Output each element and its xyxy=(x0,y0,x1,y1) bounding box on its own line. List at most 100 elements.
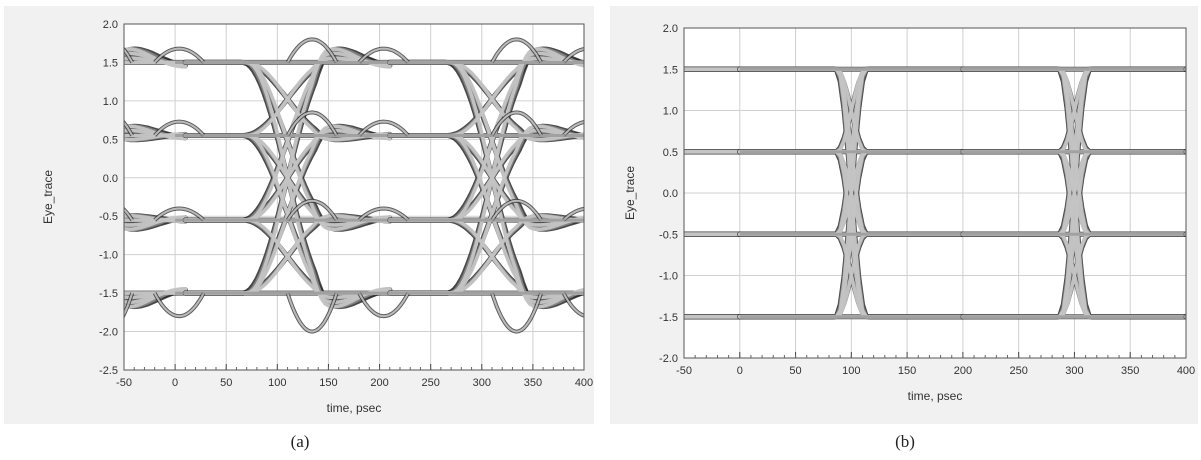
y-tick-label: 2.0 xyxy=(103,19,118,31)
y-tick-label: -2.0 xyxy=(659,353,678,365)
eye-diagram-chart-b: -50 0 50 100 150 200 250 300 350 400 2.0 1.5 1.0 0.5 0… xyxy=(623,23,1195,403)
x-tick-label: 300 xyxy=(473,377,491,389)
overshoot-trace xyxy=(153,47,205,64)
eye-trace xyxy=(124,216,188,227)
overshoot-trace xyxy=(358,292,410,318)
x-tick-label: 50 xyxy=(220,377,232,389)
eye-trace xyxy=(124,56,188,66)
eye-trace xyxy=(1184,232,1186,237)
eye-trace xyxy=(1184,315,1186,319)
eye-trace xyxy=(684,150,742,154)
y-tick-label: 1.5 xyxy=(663,64,678,76)
x-tick-label: 300 xyxy=(1065,365,1083,377)
eye-trace xyxy=(1183,149,1186,155)
x-tick-label: 0 xyxy=(172,377,178,389)
eye-trace xyxy=(1184,150,1186,154)
x-tick-label: 400 xyxy=(575,377,593,389)
plot-border xyxy=(683,27,1187,359)
eye-trace xyxy=(1183,66,1186,72)
caption-a: (a) xyxy=(290,432,310,451)
overshoot-trace xyxy=(154,207,205,221)
x-tick-label: 0 xyxy=(737,365,743,377)
y-tick-label: 0.5 xyxy=(103,134,118,146)
x-tick-label: -50 xyxy=(676,365,692,377)
eye-trace xyxy=(1184,314,1186,319)
eye-trace xyxy=(684,232,742,237)
x-tick-label: 400 xyxy=(1177,365,1195,377)
overshoot-trace xyxy=(286,199,338,221)
overshoot-trace xyxy=(562,48,584,64)
x-axis-label: time, psec xyxy=(327,401,382,415)
eye-diagram-chart-a: -50 0 50 100 150 200 250 300 350 400 2.0 1.5 1.0 0.5 0… xyxy=(41,19,593,415)
eye-trace xyxy=(1183,314,1186,320)
overshoot-trace xyxy=(562,121,584,137)
caption-b: (b) xyxy=(895,432,915,451)
eye-trace xyxy=(1184,232,1186,237)
overshoot-trace xyxy=(153,292,205,318)
x-tick-label: 350 xyxy=(1121,365,1139,377)
overshoot-trace xyxy=(286,38,338,63)
x-tick-label: 250 xyxy=(1009,365,1027,377)
eye-trace xyxy=(1184,150,1186,154)
chart-panel-a: -50 0 50 100 150 200 250 300 350 400 2.0 1.5 1.0 0.5 0… xyxy=(4,6,594,424)
y-axis-label: Eye_trace xyxy=(41,170,55,224)
eye-trace xyxy=(124,286,188,309)
x-tick-label: 100 xyxy=(268,377,286,389)
eye-trace xyxy=(124,214,188,224)
x-tick-label: 200 xyxy=(954,365,972,377)
y-tick-label: 0.0 xyxy=(663,188,678,200)
overshoot-trace xyxy=(286,111,338,136)
eye-traces xyxy=(124,37,584,334)
overshoot-trace xyxy=(358,120,409,137)
x-tick-label: 350 xyxy=(524,377,542,389)
eye-trace xyxy=(1183,314,1186,320)
eye-trace xyxy=(1183,231,1186,237)
eye-trace xyxy=(1184,314,1186,319)
y-tick-label: 2.0 xyxy=(663,23,678,35)
eye-trace xyxy=(1183,231,1186,237)
y-tick-label: 1.0 xyxy=(663,106,678,118)
eye-trace xyxy=(1184,232,1186,237)
y-tick-label: -2.0 xyxy=(99,327,118,339)
eye-trace xyxy=(1183,231,1186,237)
y-tick-label: 1.0 xyxy=(103,96,118,108)
x-tick-label: 200 xyxy=(370,377,388,389)
eye-trace xyxy=(1184,315,1186,319)
y-tick-label: -0.5 xyxy=(99,211,118,223)
eye-trace xyxy=(124,128,188,139)
overshoot-trace xyxy=(358,47,409,64)
x-axis-label: time, psec xyxy=(908,389,963,403)
eye-trace xyxy=(1184,67,1186,72)
eye-trace xyxy=(1184,67,1186,72)
eye-trace xyxy=(124,124,188,141)
eye-traces xyxy=(684,66,1186,320)
x-tick-label: 50 xyxy=(789,365,801,377)
eye-trace xyxy=(1184,149,1186,154)
eye-trace xyxy=(124,288,188,305)
overshoot-trace xyxy=(491,111,542,136)
x-tick-label: 100 xyxy=(842,365,860,377)
eye-trace xyxy=(1184,149,1186,154)
eye-trace xyxy=(124,215,188,231)
overshoot-trace xyxy=(286,292,338,333)
overshoot-trace xyxy=(491,38,542,63)
eye-trace xyxy=(1184,67,1186,72)
eye-trace xyxy=(1184,67,1186,72)
x-tick-label: 250 xyxy=(421,377,439,389)
y-tick-label: -2.5 xyxy=(99,365,118,377)
chart-panel-b: -50 0 50 100 150 200 250 300 350 400 2.0 1.5 1.0 0.5 0… xyxy=(610,6,1198,424)
eye-trace xyxy=(1184,315,1186,319)
eye-trace xyxy=(1183,149,1186,155)
eye-trace xyxy=(1184,232,1186,237)
eye-trace xyxy=(1183,66,1186,72)
x-tick-label: -50 xyxy=(116,377,132,389)
eye-trace xyxy=(1184,149,1186,154)
y-tick-label: -1.5 xyxy=(99,288,118,300)
eye-trace xyxy=(1184,67,1186,72)
y-tick-label: -0.5 xyxy=(659,229,678,241)
eye-trace xyxy=(1184,67,1186,72)
eye-trace xyxy=(1184,232,1186,237)
eye-trace xyxy=(1184,232,1186,237)
eye-trace xyxy=(1183,66,1186,72)
overshoot-trace xyxy=(358,207,409,221)
